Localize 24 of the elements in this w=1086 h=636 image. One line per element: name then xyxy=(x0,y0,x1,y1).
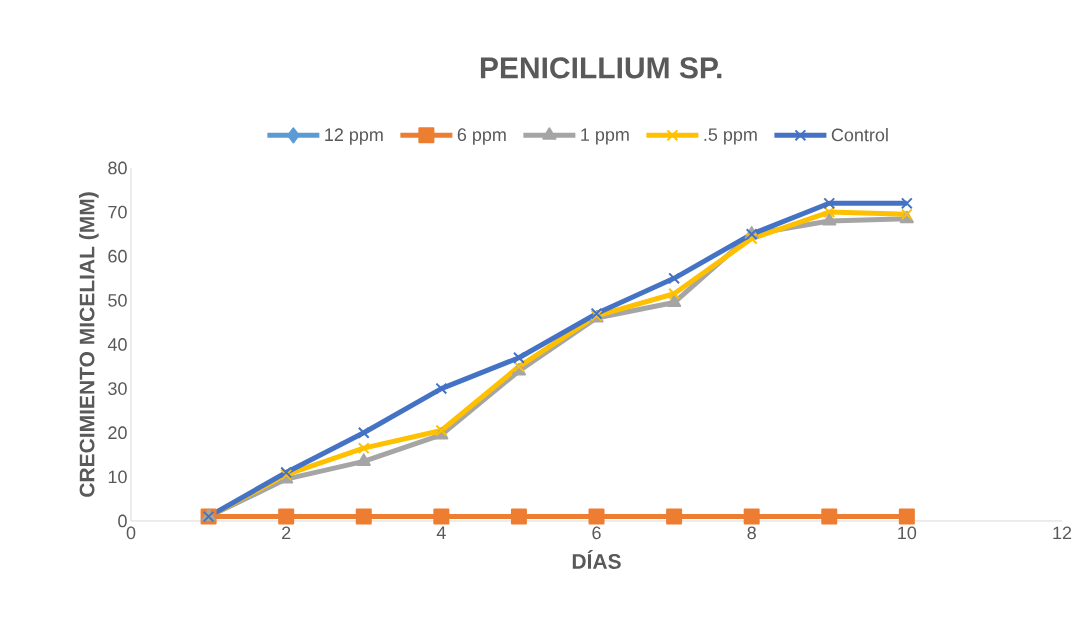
y-tick-label: 50 xyxy=(108,293,127,307)
legend-label: 1 ppm xyxy=(581,128,629,145)
x-tick-label: 4 xyxy=(436,526,446,539)
x-tick-label: 10 xyxy=(898,526,917,540)
x-tick-label: 8 xyxy=(747,526,756,540)
y-tick-label: 40 xyxy=(107,338,127,351)
legend-label: 12 ppm xyxy=(325,128,383,145)
y-tick-label: 10 xyxy=(108,470,127,484)
y-tick-label: 80 xyxy=(108,161,127,175)
legend-label: 6 ppm xyxy=(457,128,506,145)
y-tick-label: 20 xyxy=(108,426,127,440)
x-tick-label: 12 xyxy=(1053,526,1072,540)
x-tick-label: 0 xyxy=(126,526,136,540)
y-tick-label: 70 xyxy=(108,205,127,219)
y-tick-label: 60 xyxy=(108,249,127,263)
y-tick-label: 0 xyxy=(118,514,127,528)
chart-title: PENICILLIUM SP. xyxy=(480,57,722,79)
x-tick-label: 6 xyxy=(592,526,601,540)
legend-label: .5 ppm xyxy=(704,128,757,145)
x-axis-title: DÍAS xyxy=(572,550,621,569)
legend-label: Control xyxy=(831,128,888,142)
y-axis-title: CRECIMIENTO MICELIAL (MM) xyxy=(79,192,99,497)
x-tick-label: 2 xyxy=(282,526,291,540)
y-tick-label: 30 xyxy=(108,382,127,395)
